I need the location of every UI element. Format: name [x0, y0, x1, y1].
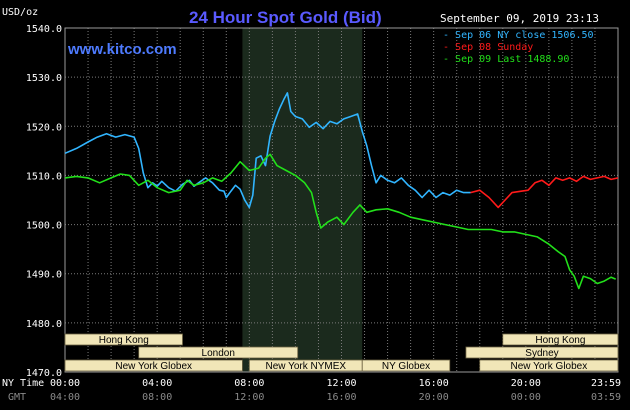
- legend-series-value: 1506.50: [551, 30, 593, 41]
- x-tick-label-gmt: 16:00: [326, 392, 356, 403]
- session-label: NY Globex: [382, 361, 430, 372]
- session-label: New York Globex: [115, 361, 192, 372]
- session-box: NY Globex: [361, 359, 451, 372]
- legend-bullet: -: [443, 30, 455, 41]
- x-row-label-gmt: GMT: [8, 392, 26, 403]
- x-tick-label-gmt: 08:00: [142, 392, 172, 403]
- y-tick-label: 1480.0: [26, 319, 62, 330]
- series-line-sep06: [64, 92, 471, 209]
- y-tick-label: 1540.0: [26, 24, 62, 35]
- session-label: London: [202, 348, 235, 359]
- legend-bullet: -: [443, 42, 455, 53]
- x-axis-tick-labels: 00:00 04:00 04:00 08:00 08:00 12:00 12:00 16:00…: [50, 378, 621, 403]
- y-tick-label: 1530.0: [26, 73, 62, 84]
- website-label: www.kitco.com: [67, 41, 177, 58]
- y-tick-label: 1500.0: [26, 221, 62, 232]
- session-box-rect: [64, 333, 183, 346]
- x-tick-label-ny: 16:00: [419, 378, 449, 389]
- session-box: New York Globex: [479, 359, 619, 372]
- session-box-rect: [465, 346, 619, 359]
- series-line-sep09: [64, 153, 617, 290]
- y-tick-label: 1490.0: [26, 270, 62, 281]
- legend-series-name: Sep 06 NY close: [455, 30, 545, 41]
- x-tick-label-ny: 23:59: [591, 378, 621, 389]
- market-sessions: Hong Kong London New York Globex New York N…: [64, 333, 619, 372]
- series-line-sep08: [470, 175, 619, 209]
- y-tick-label: 1520.0: [26, 122, 62, 133]
- x-row-label-ny-time: NY Time: [2, 378, 44, 389]
- session-box-rect: [479, 359, 619, 372]
- session-box: Sydney: [465, 346, 619, 359]
- price-series: [64, 92, 619, 290]
- session-box-rect: [361, 359, 451, 372]
- x-tick-label-gmt: 04:00: [50, 392, 80, 403]
- legend-bullet: -: [443, 54, 455, 65]
- legend: - Sep 06 NY close 1506.50 - Sep 08 Sunda…: [443, 30, 594, 65]
- legend-entry-sep08: - Sep 08 Sunday: [443, 42, 533, 53]
- session-box-rect: [138, 346, 299, 359]
- session-box: Hong Kong: [64, 333, 183, 346]
- x-tick-label-gmt: 00:00: [511, 392, 541, 403]
- x-tick-label-gmt: 12:00: [234, 392, 264, 403]
- x-tick-label-ny: 04:00: [142, 378, 172, 389]
- session-box-rect: [502, 333, 619, 346]
- x-tick-label-gmt: 20:00: [419, 392, 449, 403]
- legend-series-value: 1488.90: [527, 54, 569, 65]
- session-box: New York NYMEX: [248, 359, 363, 372]
- plot-frame: [64, 27, 619, 373]
- y-tick-label: 1470.0: [26, 368, 62, 379]
- session-box: London: [138, 346, 299, 359]
- session-label: Hong Kong: [99, 335, 149, 346]
- chart-title: 24 Hour Spot Gold (Bid): [189, 8, 382, 27]
- legend-entry-sep06: - Sep 06 NY close 1506.50: [443, 30, 594, 41]
- session-label: New York Globex: [511, 361, 588, 372]
- x-tick-label-gmt: 03:59: [591, 392, 621, 403]
- legend-entry-sep09: - Sep 09 Last 1488.90: [443, 54, 569, 65]
- session-label: Hong Kong: [535, 335, 585, 346]
- x-tick-label-ny: 12:00: [326, 378, 356, 389]
- x-tick-label-ny: 20:00: [511, 378, 541, 389]
- nymex-hours-shade: [242, 28, 363, 372]
- session-label: Sydney: [525, 348, 558, 359]
- y-axis-tick-labels: 1470.0 1480.0 1490.0 1500.0 1510.0 1520.0 1530…: [26, 24, 62, 379]
- y-axis-unit-label: USD/oz: [2, 7, 38, 18]
- session-box: Hong Kong: [502, 333, 619, 346]
- session-label: New York NYMEX: [265, 361, 346, 372]
- x-tick-label-ny: 08:00: [234, 378, 264, 389]
- legend-series-name: Sep 08 Sunday: [455, 42, 533, 53]
- y-tick-label: 1510.0: [26, 171, 62, 182]
- session-box-rect: [64, 359, 243, 372]
- legend-series-name: Sep 09 Last: [455, 54, 521, 65]
- session-box: New York Globex: [64, 359, 243, 372]
- x-tick-label-ny: 00:00: [50, 378, 80, 389]
- chart-datetime: September 09, 2019 23:13: [440, 12, 599, 25]
